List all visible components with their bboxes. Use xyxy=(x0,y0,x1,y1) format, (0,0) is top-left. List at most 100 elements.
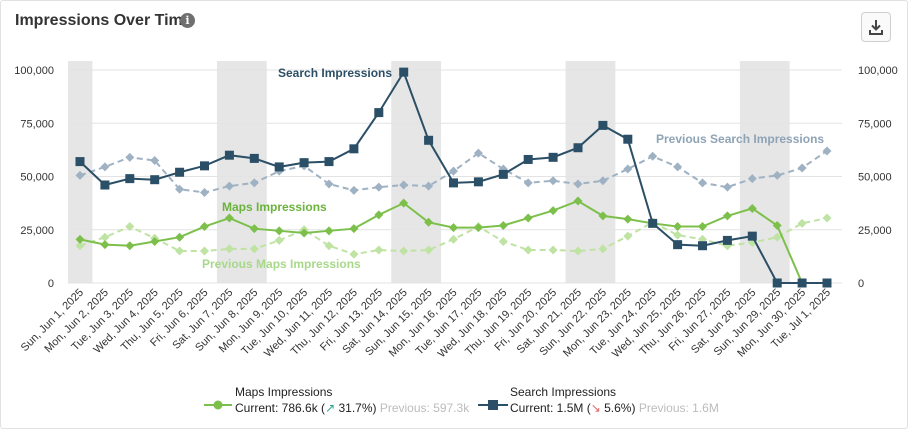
trend-up-icon: ↗ xyxy=(325,401,336,415)
data-point xyxy=(623,214,633,224)
legend-search-change: 5.6% xyxy=(604,401,632,415)
data-point xyxy=(548,152,558,162)
data-point xyxy=(747,203,757,213)
weekend-band xyxy=(739,61,790,283)
data-point xyxy=(324,179,334,189)
data-point xyxy=(175,246,185,256)
data-point xyxy=(722,235,732,245)
data-point xyxy=(598,244,608,254)
data-point xyxy=(473,177,483,187)
data-point xyxy=(473,223,483,233)
data-point xyxy=(449,178,458,188)
data-point xyxy=(822,213,832,223)
data-point xyxy=(224,150,234,160)
data-point xyxy=(324,241,334,251)
data-point xyxy=(349,249,359,259)
legend-maps-previous: Previous: 597.3k xyxy=(379,401,470,415)
data-point xyxy=(648,218,658,228)
data-point xyxy=(772,220,782,230)
info-icon[interactable]: i xyxy=(180,13,195,28)
data-point xyxy=(424,135,434,145)
y-tick-label: 0 xyxy=(48,278,54,290)
data-point xyxy=(822,278,832,288)
chart-title: Impressions Over Time xyxy=(15,12,192,29)
data-point xyxy=(200,161,209,171)
data-point xyxy=(349,144,359,154)
data-point xyxy=(399,67,409,77)
trend-down-icon: ↘ xyxy=(590,401,601,415)
legend-search-previous: Previous: 1.6M xyxy=(638,401,719,415)
data-point xyxy=(249,244,259,254)
data-point xyxy=(75,234,85,244)
data-point xyxy=(249,224,259,234)
line-chart: 0 25,000 50,000 75,000 100,000 0 25,000 50,000… xyxy=(14,61,898,360)
data-point xyxy=(274,235,284,245)
data-point xyxy=(772,170,782,180)
data-point xyxy=(374,245,384,255)
data-point xyxy=(548,176,558,186)
data-point xyxy=(424,245,434,255)
y-tick-label: 75,000 xyxy=(858,118,892,130)
data-point xyxy=(673,222,683,232)
y-tick-label: 100,000 xyxy=(858,65,898,77)
data-point xyxy=(374,210,384,220)
download-button[interactable] xyxy=(861,12,891,42)
series-search-impressions xyxy=(75,67,832,288)
data-point xyxy=(299,228,309,238)
data-point xyxy=(150,156,160,166)
data-point xyxy=(249,153,259,163)
y-axis-right: 0 25,000 50,000 75,000 100,000 xyxy=(858,65,898,290)
data-point xyxy=(349,224,359,234)
weekend-band xyxy=(391,61,442,283)
data-point xyxy=(449,166,458,176)
data-point xyxy=(374,182,384,192)
data-point xyxy=(523,154,533,164)
data-point xyxy=(150,175,160,185)
weekend-band xyxy=(565,61,616,283)
data-point xyxy=(175,184,185,194)
data-point xyxy=(523,213,533,223)
data-point xyxy=(822,146,832,156)
data-point xyxy=(498,220,508,230)
data-point xyxy=(100,240,110,250)
data-point xyxy=(274,162,284,172)
data-point xyxy=(648,151,658,161)
y-tick-label: 75,000 xyxy=(20,118,54,130)
legend-search-name: Search Impressions xyxy=(510,385,617,399)
data-point xyxy=(598,120,608,130)
data-point xyxy=(722,182,732,192)
data-point xyxy=(75,241,85,251)
y-tick-label: 25,000 xyxy=(20,225,54,237)
data-point xyxy=(698,241,707,251)
data-point xyxy=(125,152,135,162)
data-point xyxy=(772,278,782,288)
weekend-band xyxy=(216,61,267,283)
data-point xyxy=(125,222,135,232)
data-point xyxy=(473,148,483,158)
y-tick-label: 50,000 xyxy=(20,172,54,184)
data-point xyxy=(75,170,85,180)
data-point xyxy=(747,174,757,184)
y-tick-label: 25,000 xyxy=(858,225,892,237)
data-point xyxy=(324,157,334,167)
data-point xyxy=(125,174,135,184)
data-point xyxy=(598,176,608,186)
data-point xyxy=(698,222,707,232)
data-point xyxy=(722,211,732,221)
data-point xyxy=(797,278,807,288)
data-point xyxy=(324,226,334,236)
data-point xyxy=(623,164,633,174)
data-point xyxy=(747,231,757,241)
data-point xyxy=(573,143,583,153)
series-label: Previous Maps Impressions xyxy=(202,257,361,271)
legend-search-current: Current: 1.5M xyxy=(510,401,584,415)
data-point xyxy=(150,236,160,246)
legend-maps-current: Current: 786.6k xyxy=(235,401,318,415)
series-labels: Search Impressions Previous Search Impres… xyxy=(202,66,824,271)
data-point xyxy=(349,185,359,195)
data-point xyxy=(200,246,209,256)
y-tick-label: 50,000 xyxy=(858,172,892,184)
data-point xyxy=(249,178,259,188)
y-tick-label: 0 xyxy=(858,278,864,290)
data-point xyxy=(498,169,508,179)
